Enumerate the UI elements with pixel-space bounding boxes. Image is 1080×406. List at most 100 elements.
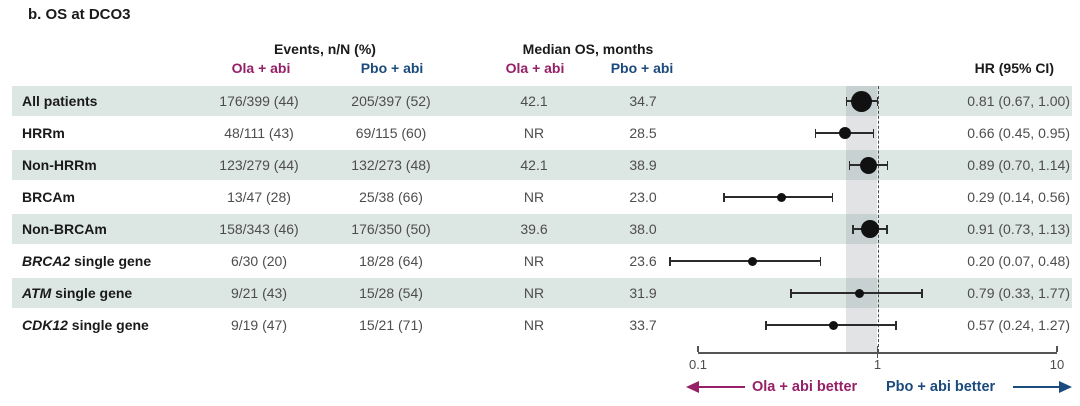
table-row: Non-BRCAm 158/343 (46) 176/350 (50) 39.6 38.…: [12, 214, 1072, 244]
events-ola-header: Ola + abi: [231, 60, 291, 76]
ci-cap: [669, 256, 671, 266]
row-label: ATM single gene: [22, 285, 133, 301]
median-pbo-cell: 23.0: [629, 189, 657, 205]
figure-title: b. OS at DCO3: [28, 6, 131, 23]
events-pbo-cell: 15/21 (71): [359, 317, 423, 333]
median-ola-cell: 42.1: [520, 93, 548, 109]
x-axis-tick-left: [697, 346, 699, 352]
events-pbo-cell: 205/397 (52): [351, 93, 431, 109]
events-pbo-cell: 132/273 (48): [351, 157, 431, 173]
right-arrowhead-icon: [1059, 381, 1072, 393]
median-ola-cell: NR: [523, 253, 545, 269]
left-arrow-line: [699, 386, 745, 388]
hr-point-marker: [776, 192, 786, 202]
ola-better-label: Ola + abi better: [752, 379, 858, 395]
hr-ci-cell: 0.91 (0.73, 1.13): [967, 221, 1070, 237]
reference-ci-band: [846, 86, 878, 352]
row-label: HRRm: [22, 125, 65, 141]
ci-cap: [895, 320, 897, 330]
ci-cap: [790, 288, 792, 298]
row-label: All patients: [22, 93, 98, 109]
ci-cap: [876, 96, 879, 106]
events-ola-cell: 9/19 (47): [230, 317, 288, 333]
ci-cap: [845, 96, 848, 106]
median-pbo-cell: 33.7: [629, 317, 657, 333]
events-ola-cell: 158/343 (46): [219, 221, 299, 237]
row-label: Non-HRRm: [22, 157, 97, 173]
hr-column-header: HR (95% CI): [974, 60, 1054, 76]
hr-point-marker: [829, 320, 839, 330]
x-axis-tick-right: [1056, 346, 1058, 352]
median-pbo-cell: 23.6: [629, 253, 657, 269]
hr-point-marker: [859, 156, 877, 174]
events-ola-cell: 9/21 (43): [230, 285, 288, 301]
hr-point-marker: [747, 256, 757, 266]
table-row: BRCAm 13/47 (28) 25/38 (66) NR 23.0 0.29 (0.1…: [12, 182, 1072, 212]
ci-cap: [723, 192, 725, 202]
events-ola-cell: 13/47 (28): [227, 189, 291, 205]
ci-cap: [848, 160, 851, 170]
median-ola-header: Ola + abi: [505, 60, 565, 76]
ci-cap: [886, 224, 888, 234]
hr-point-marker: [850, 90, 872, 112]
row-label: Non-BRCAm: [22, 221, 107, 237]
hr-ci-cell: 0.20 (0.07, 0.48): [967, 253, 1070, 269]
median-os-group-header: Median OS, months: [522, 41, 654, 57]
table-row: Non-HRRm 123/279 (44) 132/273 (48) 42.1 38.9…: [12, 150, 1072, 180]
hr-ci-cell: 0.81 (0.67, 1.00): [967, 93, 1070, 109]
right-arrow-line: [1013, 386, 1059, 388]
events-group-header: Events, n/N (%): [274, 41, 376, 57]
events-pbo-cell: 69/115 (60): [355, 125, 427, 141]
x-axis-label-10: 10: [1049, 357, 1065, 372]
x-axis-tick-mid: [876, 346, 879, 358]
ci-cap: [872, 128, 875, 138]
hr-point-marker: [861, 220, 880, 238]
events-pbo-cell: 176/350 (50): [351, 221, 431, 237]
row-label: BRCAm: [22, 189, 75, 205]
events-ola-cell: 48/111 (43): [224, 125, 294, 141]
events-pbo-cell: 15/28 (54): [359, 285, 423, 301]
ci-whisker-line: [670, 260, 821, 262]
events-pbo-cell: 25/38 (66): [359, 189, 423, 205]
median-ola-cell: NR: [523, 189, 545, 205]
median-ola-cell: 42.1: [520, 157, 548, 173]
table-row: CDK12 single gene 9/19 (47) 15/21 (71) NR 33…: [12, 310, 1072, 340]
median-ola-cell: 39.6: [520, 221, 548, 237]
ci-cap: [921, 288, 923, 298]
median-ola-cell: NR: [523, 285, 545, 301]
x-axis-label-1: 1: [873, 357, 882, 372]
median-pbo-cell: 34.7: [629, 93, 657, 109]
table-row: All patients 176/399 (44) 205/397 (52) 42.1…: [12, 86, 1072, 116]
hr-ci-cell: 0.79 (0.33, 1.77): [967, 285, 1070, 301]
median-pbo-cell: 31.9: [629, 285, 657, 301]
x-axis-label-0-1: 0.1: [688, 357, 708, 372]
hr-ci-cell: 0.89 (0.70, 1.14): [967, 157, 1070, 173]
events-ola-cell: 176/399 (44): [219, 93, 299, 109]
hr-ci-cell: 0.29 (0.14, 0.56): [967, 189, 1070, 205]
events-pbo-header: Pbo + abi: [360, 60, 424, 76]
events-ola-cell: 123/279 (44): [219, 157, 299, 173]
ci-cap: [831, 192, 834, 202]
row-label: CDK12 single gene: [22, 317, 149, 333]
row-label: BRCA2 single gene: [22, 253, 152, 269]
ci-cap: [814, 128, 816, 138]
median-pbo-header: Pbo + abi: [610, 60, 674, 76]
events-ola-cell: 6/30 (20): [230, 253, 288, 269]
hr-ci-cell: 0.66 (0.45, 0.95): [967, 125, 1070, 141]
reference-line-hr1: [877, 86, 879, 352]
left-arrowhead-icon: [686, 381, 699, 393]
median-pbo-cell: 38.9: [629, 157, 657, 173]
ci-cap: [852, 224, 854, 234]
events-pbo-cell: 18/28 (64): [359, 253, 423, 269]
ci-cap: [886, 160, 889, 170]
ci-cap: [819, 256, 822, 266]
pbo-better-label: Pbo + abi better: [886, 379, 996, 395]
ci-cap: [765, 320, 767, 330]
hr-point-marker: [854, 288, 864, 298]
median-ola-cell: NR: [523, 317, 545, 333]
median-pbo-cell: 28.5: [629, 125, 657, 141]
table-row: HRRm 48/111 (43) 69/115 (60) NR 28.5 0.66 (0.…: [12, 118, 1072, 148]
table-row: BRCA2 single gene 6/30 (20) 18/28 (64) NR 23…: [12, 246, 1072, 276]
median-ola-cell: NR: [523, 125, 545, 141]
